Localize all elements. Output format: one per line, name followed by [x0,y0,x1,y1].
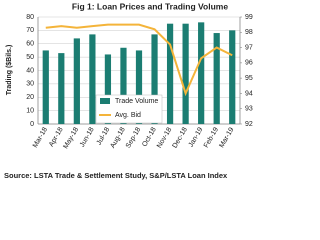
bar [89,34,96,125]
bar [42,50,49,124]
y2-tick-label: 92 [245,121,253,128]
chart-title: Fig 1: Loan Prices and Trading Volume [72,1,228,11]
y2-tick-label: 99 [245,14,253,21]
page: {"chart_data": {"type": "bar-line", "tit… [4,1,253,180]
chart: Fig 1: Loan Prices and Trading Volume Tr… [4,1,253,180]
bar [166,23,174,124]
bar [151,34,158,125]
y-axis-title: Trading ($Bils.) [6,45,13,96]
bar [229,30,236,124]
y-tick-label: 80 [26,14,34,21]
legend-label: Trade Volume [115,98,158,105]
legend-label: Avg. Bid [115,112,141,119]
legend-swatch [100,98,110,104]
bar [120,47,127,125]
y2-tick-label: 96 [245,60,253,67]
y2-tick-label: 97 [245,44,253,51]
bar [182,23,189,124]
bar [104,54,112,125]
y-tick-label: 60 [26,41,34,48]
y-tick-label: 40 [26,67,34,74]
y2-tick-label: 94 [245,90,253,97]
bar [73,38,80,124]
bar [135,50,143,124]
y-tick-label: 50 [26,54,34,61]
y-tick-label: 70 [26,27,34,34]
bar [58,53,65,124]
y-tick-label: 10 [26,107,34,114]
y-tick-label: 30 [26,81,34,88]
y2-tick-label: 95 [245,75,253,82]
y2-tick-label: 98 [245,29,253,36]
y-tick-label: 0 [30,121,34,128]
source-note: Source: LSTA Trade & Settlement Study, S… [4,171,228,180]
y2-tick-label: 93 [245,106,253,113]
line [45,23,233,97]
y-tick-label: 20 [26,94,34,101]
bar [213,33,220,124]
bar [198,22,205,125]
